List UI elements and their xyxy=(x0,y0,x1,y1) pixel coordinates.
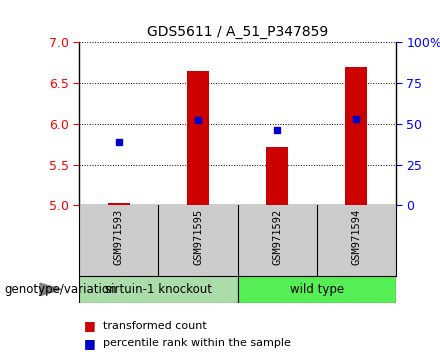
Title: GDS5611 / A_51_P347859: GDS5611 / A_51_P347859 xyxy=(147,25,328,39)
Bar xyxy=(238,276,396,303)
Text: GSM971592: GSM971592 xyxy=(272,209,282,265)
Bar xyxy=(108,203,130,205)
Text: GSM971593: GSM971593 xyxy=(114,209,124,265)
Bar xyxy=(187,71,209,205)
Text: GSM971594: GSM971594 xyxy=(352,209,361,265)
Text: GSM971595: GSM971595 xyxy=(193,209,203,265)
Text: ■: ■ xyxy=(84,337,95,350)
Bar xyxy=(266,147,288,205)
Text: sirtuin-1 knockout: sirtuin-1 knockout xyxy=(105,283,212,296)
Text: ■: ■ xyxy=(84,319,95,332)
Text: genotype/variation: genotype/variation xyxy=(4,283,117,296)
Text: transformed count: transformed count xyxy=(103,321,207,331)
Bar xyxy=(79,276,238,303)
Text: wild type: wild type xyxy=(290,283,344,296)
Bar xyxy=(345,67,367,205)
Polygon shape xyxy=(40,283,61,296)
Text: percentile rank within the sample: percentile rank within the sample xyxy=(103,338,291,348)
